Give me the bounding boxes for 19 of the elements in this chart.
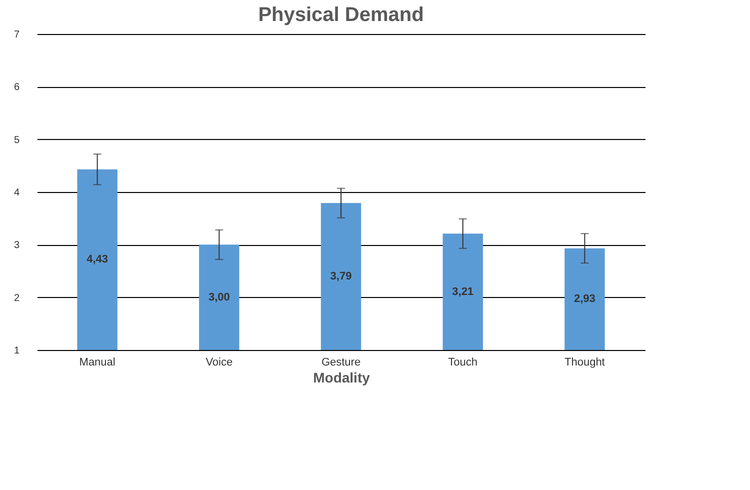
x-axis-title: Modality (313, 370, 370, 386)
x-tick-label: Voice (206, 356, 233, 368)
data-label: 4,43 (86, 254, 108, 266)
x-tick-label: Touch (448, 356, 478, 368)
chart-title: Physical Demand (258, 4, 424, 26)
data-label: 3,21 (452, 286, 474, 298)
x-tick-label: Manual (79, 356, 116, 368)
y-tick-label: 3 (14, 240, 20, 252)
y-tick-label: 1 (14, 346, 20, 356)
data-label: 2,93 (574, 293, 596, 306)
y-tick-label: 7 (14, 30, 20, 40)
x-tick-label: Gesture (321, 356, 361, 368)
y-tick-label: 2 (14, 292, 20, 304)
data-label: 3,00 (208, 291, 230, 304)
y-tick-label: 5 (14, 134, 20, 146)
x-tick-label: Thought (564, 356, 605, 368)
y-tick-label: 6 (14, 82, 20, 94)
data-label: 3,79 (330, 270, 352, 283)
y-tick-label: 4 (14, 188, 20, 198)
